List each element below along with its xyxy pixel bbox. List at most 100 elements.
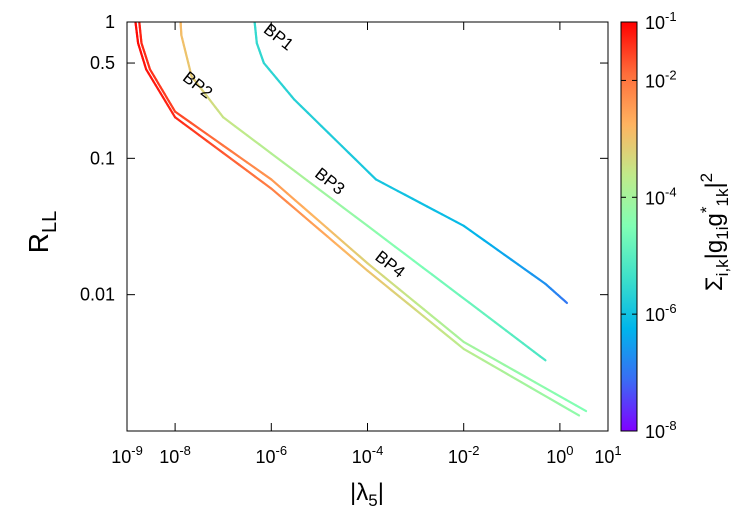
- series-segment: [527, 346, 536, 353]
- series-segment: [270, 178, 281, 188]
- x-tick-label: 100: [546, 443, 573, 467]
- x-axis: 10-9 10-8 10-6 10-4 10-2 100 101: [111, 22, 622, 467]
- series-segment: [462, 224, 472, 232]
- series-segment: [258, 143, 273, 155]
- series-segment: [533, 381, 547, 390]
- series-segment: [472, 353, 485, 362]
- series-segment: [433, 209, 443, 216]
- label-bp3: BP3: [311, 164, 348, 199]
- series-segment: [496, 248, 506, 256]
- series-segment: [406, 302, 417, 311]
- series-segment: [310, 213, 321, 223]
- series-segment: [406, 294, 417, 304]
- series-layer: [134, 22, 588, 417]
- series-segment: [190, 128, 201, 137]
- series-segment: [469, 229, 479, 237]
- series-segment: [477, 308, 485, 315]
- series-segment: [499, 325, 508, 332]
- series-segment: [510, 258, 520, 266]
- series-segment: [454, 334, 465, 344]
- series-segment: [374, 276, 385, 285]
- colorbar-tick-label: 10-8: [645, 418, 677, 442]
- series-segment: [488, 316, 497, 324]
- series-segment: [446, 334, 457, 344]
- series-segment: [513, 369, 526, 378]
- series-segment: [503, 363, 516, 372]
- series-segment: [334, 138, 344, 148]
- series-segment: [503, 253, 513, 261]
- series-segment: [554, 392, 567, 401]
- series-segment: [246, 134, 261, 146]
- series-segment: [418, 201, 429, 208]
- series-segment: [368, 171, 378, 181]
- series-segment: [182, 122, 193, 131]
- series-segment: [206, 133, 217, 142]
- series-segment: [190, 121, 201, 130]
- colorbar: 10-1 10-2 10-4 10-6 10-8 Σi,k|g1ig*1k|2: [620, 9, 732, 442]
- series-segment: [467, 301, 480, 311]
- series-segment: [505, 329, 513, 336]
- series-segment: [306, 179, 321, 191]
- series-segment: [493, 358, 506, 367]
- y-axis-label: RLL: [23, 211, 61, 253]
- series-segment: [293, 98, 303, 108]
- series-segment: [404, 193, 414, 200]
- series-segment: [174, 116, 185, 125]
- x-tick-label: 10-8: [159, 443, 191, 467]
- series-segment: [482, 352, 496, 361]
- series-segment: [326, 227, 337, 237]
- series-segment: [412, 259, 424, 269]
- series-segment: [390, 281, 401, 291]
- colorbar-tick-label: 10-2: [645, 67, 677, 91]
- series-segment: [350, 255, 361, 265]
- series-segment: [270, 152, 285, 164]
- series-segment: [476, 234, 486, 242]
- series-segment: [294, 170, 309, 182]
- series-segment: [262, 172, 273, 181]
- x-tick-label: 10-2: [448, 443, 480, 467]
- series-segment: [517, 263, 527, 271]
- series-segment: [206, 139, 217, 149]
- series-segment: [254, 167, 265, 175]
- series-segment: [198, 134, 209, 143]
- series-segment: [430, 314, 441, 324]
- series-segment: [516, 337, 525, 345]
- series-segment: [320, 125, 330, 134]
- series-segment: [510, 333, 519, 341]
- x-tick-label: 10-6: [256, 443, 288, 467]
- colorbar-ticks: 10-1 10-2 10-4 10-6 10-8: [621, 9, 677, 442]
- series-segment: [568, 408, 581, 417]
- series-segment: [549, 397, 561, 406]
- series-segment: [382, 282, 393, 292]
- series-segment: [472, 346, 486, 355]
- series-segment: [262, 181, 273, 190]
- series-segment: [306, 111, 316, 121]
- series-segment: [222, 151, 233, 160]
- series-segment: [384, 238, 397, 248]
- series-segment: [483, 239, 493, 247]
- x-tick-label: 10-9: [111, 443, 143, 467]
- series-segment: [310, 221, 321, 231]
- series-segment: [501, 370, 513, 378]
- series-segment: [366, 262, 377, 271]
- series-segment: [403, 252, 415, 262]
- series-segment: [350, 248, 361, 258]
- series-segment: [318, 220, 329, 230]
- series-segment: [366, 269, 377, 279]
- series-segment: [421, 266, 434, 276]
- series-segment: [230, 157, 241, 166]
- series-segment: [270, 187, 281, 197]
- series-segment: [382, 182, 392, 189]
- series-segment: [214, 145, 225, 155]
- series-segment: [529, 386, 542, 395]
- series-segment: [347, 151, 357, 161]
- series-segment: [440, 280, 452, 290]
- series-segment: [390, 289, 401, 298]
- series-segment: [523, 268, 533, 276]
- y-tick-label: 0.5: [90, 53, 115, 73]
- series-segment: [533, 350, 541, 358]
- series-segment: [354, 215, 369, 227]
- series-segment: [294, 207, 305, 218]
- series-segment: [294, 199, 305, 209]
- series-segment: [358, 255, 369, 265]
